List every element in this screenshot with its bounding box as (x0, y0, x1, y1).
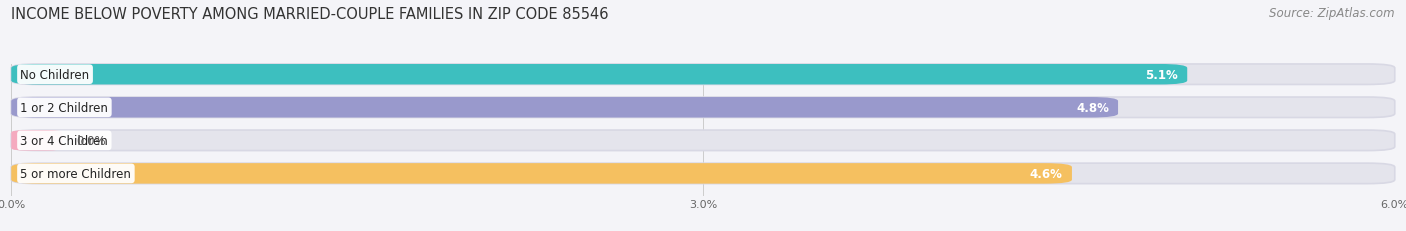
Text: 5.1%: 5.1% (1146, 68, 1178, 81)
Text: Source: ZipAtlas.com: Source: ZipAtlas.com (1270, 7, 1395, 20)
Text: 4.6%: 4.6% (1029, 167, 1063, 180)
FancyBboxPatch shape (11, 131, 1395, 151)
FancyBboxPatch shape (11, 164, 1395, 184)
FancyBboxPatch shape (11, 65, 1187, 85)
FancyBboxPatch shape (11, 98, 1395, 118)
Text: 3 or 4 Children: 3 or 4 Children (21, 134, 108, 147)
Text: 4.8%: 4.8% (1076, 101, 1109, 114)
FancyBboxPatch shape (11, 65, 1395, 85)
Text: 1 or 2 Children: 1 or 2 Children (21, 101, 108, 114)
Text: INCOME BELOW POVERTY AMONG MARRIED-COUPLE FAMILIES IN ZIP CODE 85546: INCOME BELOW POVERTY AMONG MARRIED-COUPL… (11, 7, 609, 22)
Text: 5 or more Children: 5 or more Children (21, 167, 131, 180)
Text: No Children: No Children (21, 68, 90, 81)
Text: 0.0%: 0.0% (76, 134, 105, 147)
FancyBboxPatch shape (11, 131, 62, 151)
FancyBboxPatch shape (11, 164, 1071, 184)
FancyBboxPatch shape (11, 98, 1118, 118)
